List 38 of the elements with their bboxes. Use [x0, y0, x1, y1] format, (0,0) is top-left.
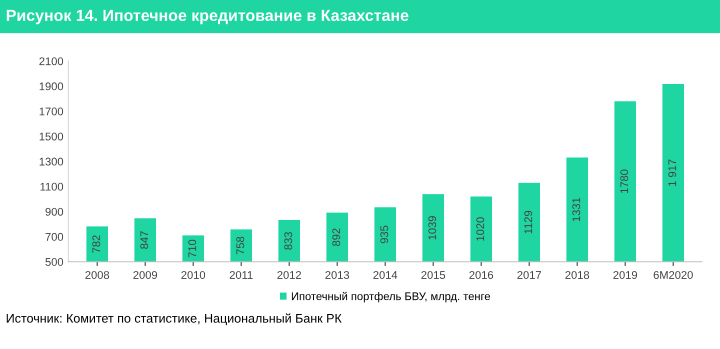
data-label: 1780: [620, 170, 628, 193]
data-label: 833: [284, 232, 292, 250]
x-tick-label: 2016: [469, 271, 494, 279]
text: Источник: Комитет по статистике, Национальный Банк РК: [6, 313, 342, 326]
data-label: 1331: [572, 198, 580, 222]
data-label: 1020: [476, 217, 484, 241]
x-tick-label: 2017: [517, 271, 541, 279]
data-label: 847: [140, 231, 148, 249]
y-tick-label: 1300: [40, 158, 64, 166]
data-label: 1 917: [668, 160, 676, 186]
y-tick-label: 700: [46, 232, 64, 241]
y-tick-label: 900: [46, 208, 64, 216]
y-tick-label: 1700: [40, 108, 64, 116]
legend-label: Ипотечный портфель БВУ, млрд. тенге: [292, 292, 490, 302]
y-tick-label: 1900: [40, 82, 64, 90]
data-label: 710: [188, 240, 196, 258]
y-tick-label: 500: [45, 258, 64, 266]
data-label: 1039: [428, 216, 436, 240]
y-tick-label: 2100: [39, 57, 64, 66]
x-tick-label: 2018: [565, 271, 590, 279]
data-label: 782: [92, 235, 100, 253]
x-tick-label: 2011: [230, 271, 253, 279]
x-tick-label: 2012: [277, 271, 301, 279]
x-tick-label: 2014: [373, 271, 398, 279]
x-tick-label: 2015: [421, 271, 446, 279]
x-tick-label: 2013: [325, 271, 350, 279]
data-label: 758: [236, 236, 244, 254]
y-tick-label: 1500: [40, 132, 64, 140]
data-label: 935: [380, 226, 388, 244]
x-tick-label: 2008: [85, 271, 110, 279]
x-tick-label: 2009: [133, 271, 158, 279]
x-tick-label: 2019: [613, 271, 638, 279]
data-label: 892: [332, 228, 340, 246]
chart-title: Рисунок 14. Ипотечное кредитование в Казахстане: [6, 10, 408, 24]
x-tick-label: 6M2020: [654, 271, 693, 279]
data-label: 1129: [524, 210, 532, 234]
x-tick-label: 2010: [181, 271, 206, 279]
y-tick-label: 1100: [40, 182, 64, 191]
